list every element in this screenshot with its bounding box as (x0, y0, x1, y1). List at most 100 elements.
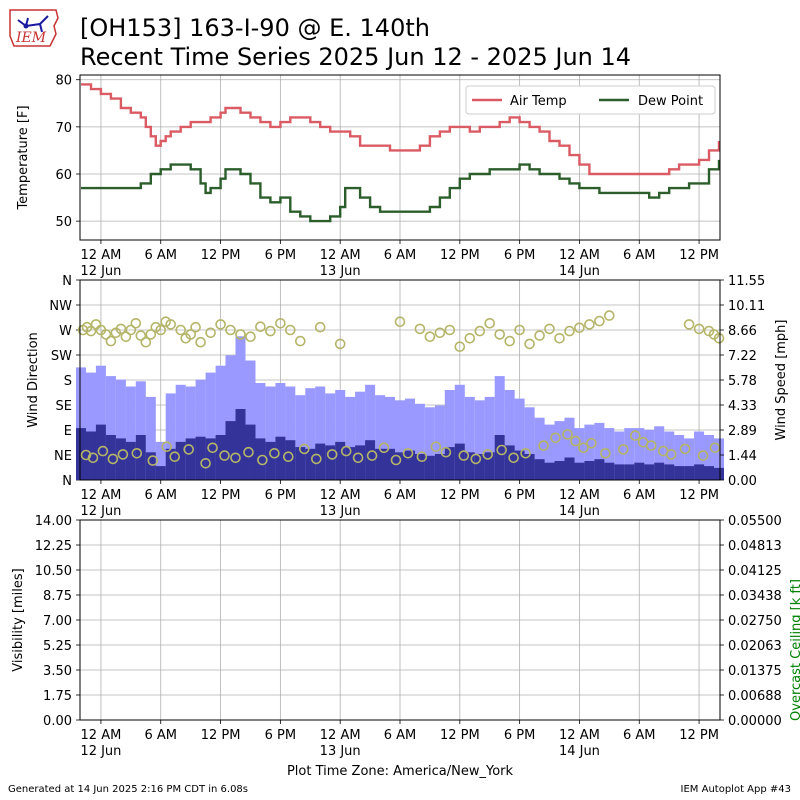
wind-direction-point (294, 335, 306, 347)
wind-direction-point (496, 444, 508, 456)
wind-speed-bar (614, 464, 625, 480)
wind-gust-bar (444, 390, 455, 480)
wind-speed-bar (454, 443, 465, 480)
wind-speed-bar (185, 438, 196, 480)
wind-gust-bar (235, 336, 246, 480)
x-tick-label: 6 PM (265, 728, 296, 743)
wind-direction-point (80, 449, 92, 461)
wind-speed-bar (105, 435, 116, 480)
wind-gust-bar (185, 386, 196, 480)
wind-direction-point (115, 323, 127, 335)
wind-speed-bar (275, 436, 286, 480)
y-tick-label: 0.00 (43, 714, 72, 729)
wind-speed-bar (145, 452, 156, 480)
x-tick-label: 12 PM (201, 728, 241, 743)
wind-direction-point (131, 447, 143, 459)
ceiling-tick-label: 0.02750 (728, 614, 782, 629)
wind-direction-point (219, 450, 230, 461)
wind-direction-point (130, 317, 142, 329)
wind-gust-bar (195, 379, 206, 480)
wind-direction-point (484, 317, 496, 329)
wind-direction-point (416, 451, 428, 463)
temperature-legend: Air Temp Dew Point (465, 85, 716, 115)
wind-gust-bar (544, 424, 555, 480)
wind-gust-bar (414, 403, 425, 480)
x-tick-label: 6 AM (144, 488, 177, 503)
wind-direction-point (584, 319, 595, 330)
wind-direction-point (107, 453, 119, 465)
wind-gust-bar (434, 405, 445, 480)
wind-speed-tick-label: 10.11 (728, 299, 765, 314)
x-tick-label: 6 PM (265, 248, 296, 263)
y-tick-label: SE (56, 399, 72, 414)
wind-gust-bar (614, 431, 625, 480)
y-tick-label: 60 (55, 168, 72, 183)
wind-direction-point (185, 329, 196, 340)
wind-gust-bar (564, 417, 575, 480)
x-tick-label: 12 AM (320, 728, 361, 743)
wind-speed-bar (245, 424, 256, 480)
wind-speed-bar (554, 461, 565, 480)
wind-gust-bar (454, 384, 465, 480)
wind-gust-bar (76, 367, 86, 480)
wind-direction-point (683, 319, 695, 330)
y-tick-label: 10.50 (35, 564, 72, 579)
wind-direction-point (125, 324, 137, 336)
x-tick-label: 6 AM (144, 248, 177, 263)
wind-direction-point (85, 325, 97, 337)
x-tick-label: 12 PM (679, 728, 719, 743)
wind-direction-point (207, 442, 218, 454)
wind-gust-bar (175, 384, 186, 480)
wind-speed-tick-label: 0.00 (728, 474, 757, 489)
wind-speed-bar (524, 454, 535, 480)
wind-speed-bar (484, 452, 495, 480)
wind-gust-bar (275, 383, 286, 480)
wind-direction-point (645, 440, 657, 451)
x-tick-date-label: 14 Jun (559, 504, 600, 519)
y-tick-label: 50 (55, 215, 72, 230)
x-tick-label: 12 AM (559, 488, 600, 503)
x-tick-date-label: 13 Jun (320, 504, 361, 519)
wind-speed-bar (534, 459, 545, 480)
wind-speed-bar (574, 462, 585, 480)
x-tick-label: 6 AM (384, 488, 417, 503)
wind-direction-point (275, 317, 286, 329)
ceiling-axis-label: Overcast Ceiling [k ft] (789, 579, 800, 721)
wind-gust-bar (524, 407, 535, 480)
wind-direction-point (120, 331, 132, 343)
wind-gust-bar (395, 400, 405, 480)
legend-label-air-temp: Air Temp (510, 94, 567, 109)
wind-direction-point (504, 335, 516, 347)
x-tick-label: 6 AM (623, 248, 656, 263)
wind-direction-point (586, 437, 597, 449)
wind-speed-bar (464, 452, 475, 480)
wind-direction-point (326, 449, 338, 460)
wind-speed-bar (594, 459, 605, 480)
wind-direction-point (617, 444, 629, 455)
wind-direction-point (314, 321, 326, 333)
wind-speed-bar (564, 457, 575, 480)
wind-gust-bar (624, 428, 635, 480)
wind-speed-tick-label: 1.44 (728, 449, 757, 464)
wind-direction-point (562, 429, 573, 440)
wind-gust-bar (584, 424, 595, 480)
wind-speed-bar (95, 424, 106, 480)
wind-direction-point (334, 338, 346, 350)
wind-gust-bar (424, 407, 435, 480)
wind-speed-bar (205, 438, 216, 480)
wind-direction-point (235, 329, 246, 340)
ceiling-tick-label: 0.04813 (728, 539, 782, 554)
wind-gust-bar (345, 396, 356, 480)
y-tick-label: 8.75 (43, 589, 72, 604)
wind-speed-bar (255, 438, 266, 480)
wind-direction-point (402, 447, 414, 459)
wind-direction-point (693, 323, 705, 335)
wind-gust-bar (155, 441, 166, 480)
wind-gust-bar (145, 396, 156, 480)
wind-gust-bar (125, 386, 136, 480)
wind-direction-point (474, 325, 486, 337)
x-tick-label: 6 PM (504, 488, 535, 503)
y-tick-label: 14.00 (35, 514, 72, 529)
wind-gust-bar (285, 386, 296, 480)
x-tick-label: 12 AM (559, 248, 600, 263)
